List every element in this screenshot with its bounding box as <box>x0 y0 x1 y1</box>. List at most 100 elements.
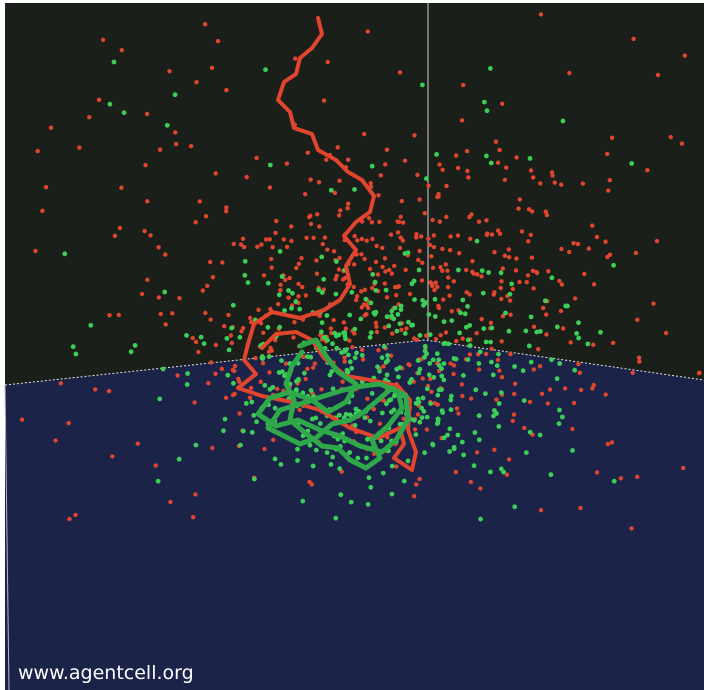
particle <box>352 262 356 266</box>
particle <box>387 268 391 272</box>
particle <box>557 279 561 283</box>
particle <box>369 330 374 335</box>
particle <box>320 320 325 325</box>
particle <box>419 234 423 238</box>
particle <box>231 303 236 308</box>
particle <box>528 156 533 161</box>
particle <box>342 355 346 359</box>
particle <box>366 502 371 507</box>
particle <box>129 349 134 354</box>
particle <box>531 269 535 273</box>
particle <box>266 325 271 330</box>
particle <box>285 161 289 165</box>
particle <box>328 373 333 378</box>
particle <box>499 286 503 290</box>
particle <box>119 186 123 190</box>
particle <box>447 426 452 431</box>
particle <box>274 219 278 223</box>
particle <box>352 187 357 192</box>
particle <box>477 367 481 371</box>
particle <box>656 73 660 77</box>
particle <box>433 401 437 405</box>
particle <box>637 356 641 360</box>
particle <box>300 285 304 289</box>
particle <box>148 233 152 237</box>
particle <box>423 349 428 354</box>
particle <box>608 178 612 182</box>
particle <box>444 184 448 188</box>
particle <box>221 428 226 433</box>
particle <box>222 324 226 328</box>
particle <box>342 330 347 335</box>
particle <box>414 482 418 486</box>
particle <box>157 397 162 402</box>
particle <box>456 268 461 273</box>
particle <box>316 288 321 293</box>
particle <box>496 424 501 429</box>
particle <box>353 234 357 238</box>
particle <box>319 330 324 335</box>
particle <box>538 181 542 185</box>
particle <box>398 246 402 250</box>
particle <box>230 341 234 345</box>
particle <box>334 259 339 264</box>
particle <box>278 283 282 287</box>
particle <box>440 269 444 273</box>
particle <box>605 255 609 259</box>
particle <box>293 56 297 60</box>
particle <box>407 380 412 385</box>
particle <box>429 390 433 394</box>
particle <box>532 367 536 371</box>
particle <box>233 364 237 368</box>
particle <box>248 316 252 320</box>
particle <box>359 252 363 256</box>
particle <box>332 249 336 253</box>
particle <box>561 119 566 124</box>
particle <box>297 307 302 312</box>
particle <box>278 249 283 254</box>
particle <box>367 216 371 220</box>
particle <box>477 220 481 224</box>
particle <box>410 323 415 328</box>
particle <box>198 199 202 203</box>
particle <box>267 370 271 374</box>
particle <box>655 239 659 243</box>
particle <box>77 145 81 149</box>
particle <box>572 401 576 405</box>
particle <box>271 438 275 442</box>
particle <box>167 69 171 73</box>
particle <box>307 215 311 219</box>
particle <box>500 375 504 379</box>
particle <box>319 255 324 260</box>
particle <box>399 307 404 312</box>
particle <box>311 366 315 370</box>
particle <box>295 458 300 463</box>
particle <box>199 335 204 340</box>
particle <box>313 416 318 421</box>
particle <box>87 115 91 119</box>
particle <box>635 475 639 479</box>
particle <box>210 446 214 450</box>
particle <box>393 306 398 311</box>
particle <box>571 241 575 245</box>
particle <box>590 223 594 227</box>
particle <box>400 199 404 203</box>
particle <box>683 53 687 57</box>
particle <box>403 159 407 163</box>
particle <box>563 304 568 309</box>
particle <box>541 306 545 310</box>
particle <box>532 325 536 329</box>
particle <box>544 332 548 336</box>
particle <box>289 224 293 228</box>
particle <box>488 470 493 475</box>
particle <box>224 396 228 400</box>
particle <box>376 272 380 276</box>
particle <box>314 258 318 262</box>
particle <box>352 285 356 289</box>
particle <box>279 358 284 363</box>
particle <box>254 156 258 160</box>
particle <box>435 195 439 199</box>
particle <box>582 272 586 276</box>
particle <box>420 261 424 265</box>
particle <box>73 513 77 517</box>
